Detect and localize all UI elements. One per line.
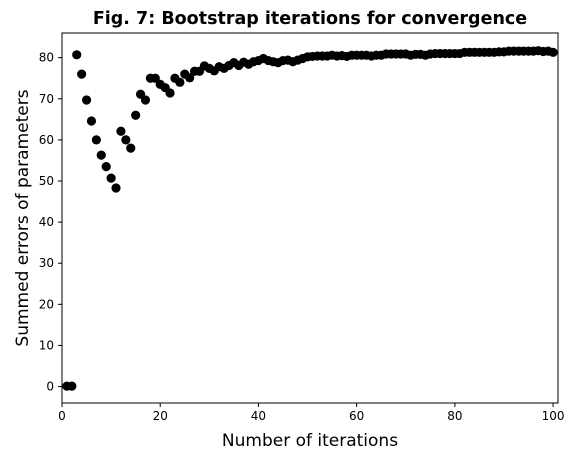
y-tick-label: 0 [46, 380, 54, 394]
data-point [111, 183, 121, 193]
data-point [91, 135, 101, 145]
chart-title: Fig. 7: Bootstrap iterations for converg… [93, 9, 527, 29]
y-axis-label: Summed errors of parameters [13, 89, 33, 346]
x-tick-label: 0 [58, 409, 66, 423]
data-point [150, 73, 160, 83]
y-axis-ticks: 0 10 20 30 40 50 60 70 80 [39, 51, 62, 394]
data-point [140, 95, 151, 105]
y-tick-label: 40 [39, 215, 54, 229]
y-tick-label: 70 [39, 92, 54, 106]
y-tick-label: 30 [39, 256, 54, 270]
y-tick-label: 10 [39, 338, 54, 352]
x-tick-label: 80 [447, 409, 462, 423]
y-tick-label: 60 [39, 133, 54, 147]
data-point [121, 135, 131, 145]
x-tick-label: 20 [153, 409, 168, 423]
data-point [185, 73, 195, 83]
x-axis-label: Number of iterations [222, 431, 398, 451]
plot-frame [61, 32, 559, 404]
data-point [67, 381, 77, 391]
data-point [165, 88, 175, 98]
data-point [101, 162, 111, 172]
x-tick-label: 100 [542, 409, 565, 423]
data-point [548, 47, 558, 57]
x-tick-label: 40 [251, 409, 266, 423]
data-point [106, 173, 116, 183]
data-point [81, 95, 92, 105]
data-point [126, 143, 136, 153]
data-point [86, 116, 97, 126]
data-point [175, 77, 185, 87]
y-tick-label: 80 [39, 51, 54, 65]
y-tick-label: 50 [39, 174, 54, 188]
x-axis-ticks: 0 20 40 60 80 100 [58, 403, 565, 423]
data-point [116, 126, 126, 136]
data-point [131, 110, 141, 120]
data-points [62, 46, 558, 391]
data-point [77, 69, 87, 79]
data-point [72, 50, 82, 60]
y-tick-label: 20 [39, 297, 54, 311]
x-tick-label: 60 [349, 409, 364, 423]
data-point [96, 150, 106, 160]
